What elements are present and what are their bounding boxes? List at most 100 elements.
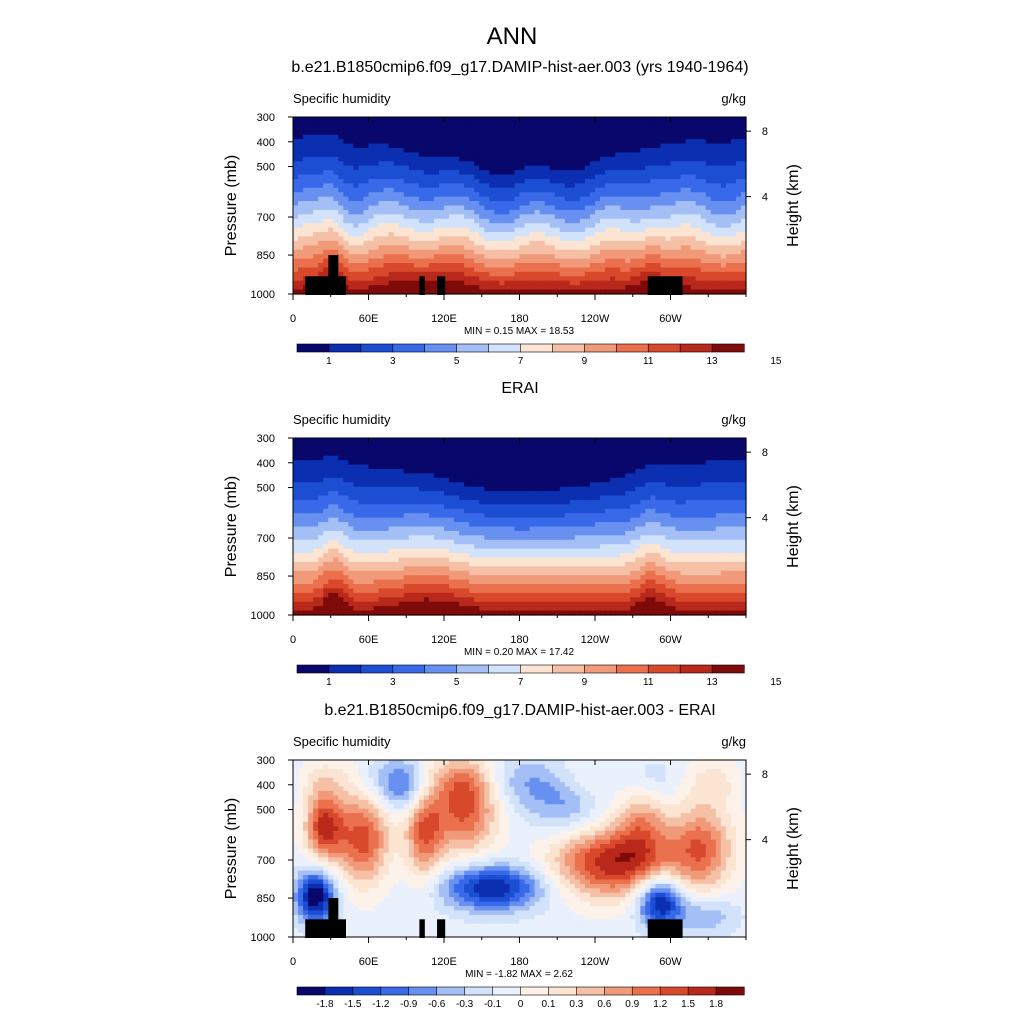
field-cell	[625, 263, 631, 269]
field-cell	[735, 121, 742, 127]
field-cell	[454, 156, 460, 162]
field-cell	[469, 289, 475, 295]
field-cell	[630, 482, 636, 488]
field-cell	[408, 232, 415, 238]
field-cell	[519, 455, 526, 461]
field-cell	[489, 460, 495, 466]
field-cell	[484, 134, 490, 140]
field-cell	[368, 161, 375, 167]
field-cell	[438, 477, 445, 483]
field-cell	[660, 178, 667, 184]
field-cell	[635, 170, 641, 176]
field-cell	[630, 245, 636, 251]
field-cell	[393, 165, 400, 171]
field-cell	[459, 276, 465, 282]
field-cell	[328, 121, 334, 127]
field-cell	[670, 271, 677, 277]
field-cell	[348, 187, 354, 193]
field-cell	[378, 240, 385, 246]
colorbar-swatch	[328, 343, 362, 353]
field-cell	[569, 174, 576, 180]
field-cell	[705, 254, 712, 260]
field-cell	[454, 236, 460, 242]
field-cell	[680, 258, 687, 264]
field-cell	[589, 223, 596, 229]
field-cell	[423, 491, 430, 497]
field-cell	[423, 147, 430, 153]
field-cell	[710, 125, 717, 131]
field-cell	[408, 152, 415, 158]
field-cell	[338, 486, 344, 492]
field-cell	[600, 473, 606, 479]
field-cell	[353, 280, 360, 286]
field-cell	[665, 117, 672, 123]
field-cell	[625, 464, 631, 470]
field-cell	[449, 455, 455, 461]
field-cell	[368, 201, 375, 207]
field-cell	[308, 232, 314, 238]
field-cell	[574, 451, 581, 457]
field-cell	[569, 267, 576, 273]
field-cell	[454, 495, 460, 501]
field-cell	[695, 245, 702, 251]
field-cell	[388, 117, 395, 123]
field-cell	[680, 147, 687, 153]
field-cell	[615, 254, 621, 260]
field-cell	[383, 442, 390, 448]
field-cell	[710, 232, 717, 238]
field-cell	[680, 125, 687, 131]
field-cell	[610, 170, 616, 176]
field-cell	[338, 240, 344, 246]
field-cell	[328, 227, 334, 233]
field-cell	[680, 236, 687, 242]
field-cell	[559, 285, 566, 291]
field-cell	[308, 196, 314, 202]
field-cell	[403, 491, 410, 497]
field-cell	[423, 165, 430, 171]
field-cell	[313, 174, 319, 180]
field-cell	[534, 263, 541, 269]
field-cell	[303, 223, 309, 229]
field-cell	[690, 280, 697, 286]
field-cell	[293, 134, 299, 140]
field-cell	[589, 187, 596, 193]
field-cell	[579, 201, 586, 207]
field-cell	[403, 214, 410, 220]
field-cell	[675, 442, 682, 448]
field-cell	[735, 165, 742, 171]
field-cell	[524, 161, 531, 167]
field-cell	[740, 214, 747, 220]
field-cell	[418, 460, 425, 466]
field-cell	[715, 196, 722, 202]
field-cell	[444, 442, 450, 448]
field-cell	[474, 482, 480, 488]
field-cell	[413, 258, 420, 264]
field-cell	[740, 276, 747, 282]
field-cell	[655, 165, 662, 171]
field-cell	[690, 446, 697, 452]
field-cell	[444, 280, 450, 286]
field-cell	[388, 214, 395, 220]
field-cell	[534, 455, 541, 461]
field-cell	[559, 196, 566, 202]
field-cell	[318, 156, 324, 162]
field-cell	[625, 209, 631, 215]
field-cell	[383, 473, 390, 479]
field-cell	[640, 205, 646, 211]
field-cell	[635, 491, 641, 497]
field-cell	[428, 258, 435, 264]
field-cell	[660, 196, 667, 202]
field-cell	[655, 174, 662, 180]
field-cell	[464, 271, 470, 277]
field-cell	[690, 473, 697, 479]
field-cell	[308, 442, 314, 448]
field-cell	[650, 201, 656, 207]
field-cell	[695, 196, 702, 202]
field-cell	[308, 263, 314, 269]
field-cell	[423, 174, 430, 180]
field-cell	[293, 438, 299, 444]
field-cell	[509, 196, 516, 202]
field-cell	[615, 192, 621, 198]
field-cell	[675, 147, 682, 153]
field-cell	[620, 156, 626, 162]
